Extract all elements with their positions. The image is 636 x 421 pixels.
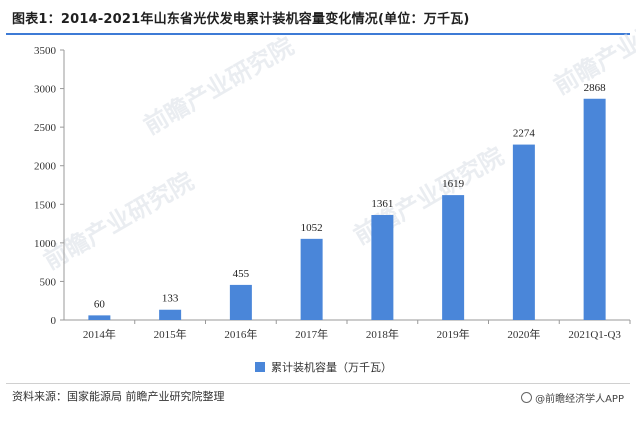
- bar: [88, 315, 111, 320]
- bar-value-label: 1361: [371, 198, 393, 210]
- x-tick-label: 2021Q1-Q3: [568, 329, 621, 341]
- chart-title: 图表1：2014-2021年山东省光伏发电累计装机容量变化情况(单位：万千瓦): [12, 12, 470, 27]
- y-tick-label: 1500: [34, 199, 57, 211]
- y-tick-label: 1000: [34, 238, 57, 250]
- y-tick-label: 2500: [34, 122, 57, 134]
- app-logo-icon: [521, 392, 533, 403]
- source-note: 资料来源：国家能源局 前瞻产业研究院整理: [12, 390, 225, 403]
- bar-value-label: 60: [94, 298, 106, 310]
- title-underline: [6, 33, 630, 35]
- x-tick-label: 2017年: [295, 327, 328, 341]
- bar: [159, 309, 182, 320]
- x-tick-label: 2015年: [154, 327, 187, 341]
- x-tick-label: 2014年: [83, 327, 116, 341]
- bar-value-label: 1619: [442, 178, 465, 190]
- x-tick-label: 2018年: [366, 327, 399, 341]
- bar: [229, 284, 252, 320]
- bar: [583, 98, 606, 320]
- background-watermark: 前瞻产业研究院: [39, 167, 198, 275]
- background-watermark: 前瞻产业研究院: [139, 32, 298, 140]
- bar-value-label: 2868: [584, 82, 607, 94]
- y-tick-label: 0: [51, 315, 57, 327]
- x-tick-label: 2020年: [507, 327, 540, 341]
- app-watermark: @前瞻经济学人APP: [521, 390, 624, 405]
- bar: [300, 238, 323, 320]
- bar-value-label: 2274: [513, 128, 536, 140]
- bar: [371, 215, 394, 320]
- y-tick-label: 2000: [34, 161, 57, 173]
- y-tick-label: 3000: [34, 84, 57, 96]
- legend-swatch: [255, 362, 265, 372]
- y-tick-label: 500: [40, 276, 57, 288]
- x-tick-label: 2019年: [437, 327, 470, 341]
- app-watermark-text: @前瞻经济学人APP: [535, 394, 624, 405]
- bar: [512, 144, 535, 320]
- x-tick-label: 2016年: [224, 327, 257, 341]
- legend-label: 累计装机容量（万千瓦）: [271, 361, 392, 374]
- bar-value-label: 1052: [301, 222, 323, 234]
- y-tick-label: 3500: [34, 45, 57, 57]
- bar-value-label: 133: [162, 293, 179, 305]
- footer-divider: [6, 383, 630, 384]
- chart-legend: 累计装机容量（万千瓦）: [255, 359, 392, 375]
- bar-value-label: 455: [233, 268, 250, 280]
- bar: [442, 195, 465, 320]
